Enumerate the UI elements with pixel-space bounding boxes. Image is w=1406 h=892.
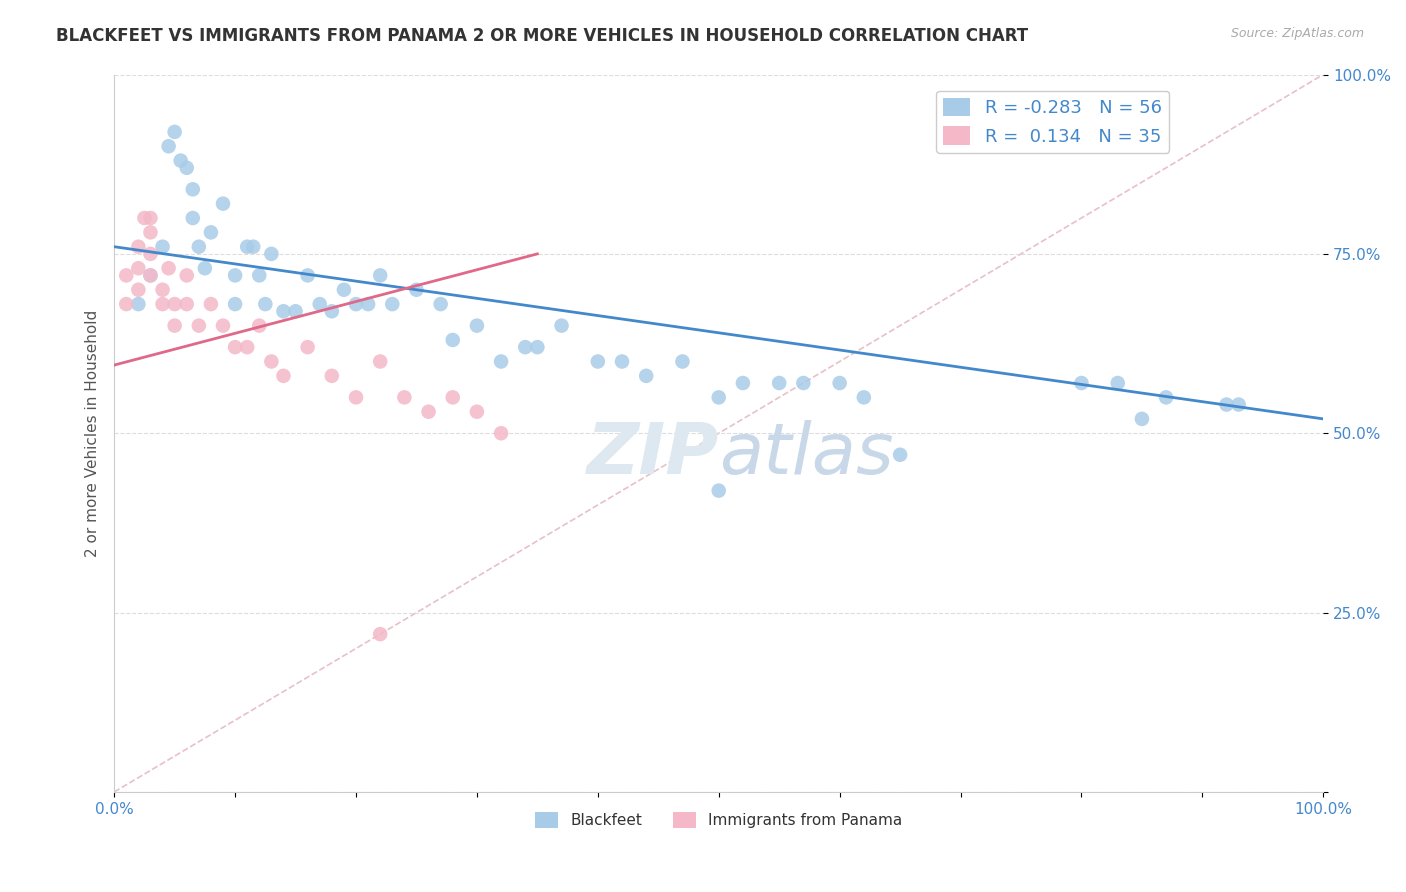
- Point: [707, 390, 730, 404]
- Point: [181, 182, 204, 196]
- Point: [152, 240, 174, 254]
- Point: [368, 268, 391, 283]
- Text: BLACKFEET VS IMMIGRANTS FROM PANAMA 2 OR MORE VEHICLES IN HOUSEHOLD CORRELATION : BLACKFEET VS IMMIGRANTS FROM PANAMA 2 OR…: [56, 27, 1028, 45]
- Point: [489, 426, 512, 441]
- Point: [247, 318, 270, 333]
- Point: [187, 240, 209, 254]
- Point: [1227, 398, 1250, 412]
- Point: [1107, 376, 1129, 390]
- Point: [176, 297, 198, 311]
- Point: [515, 340, 537, 354]
- Point: [852, 390, 875, 404]
- Point: [273, 304, 295, 318]
- Point: [1215, 398, 1237, 412]
- Point: [284, 304, 307, 318]
- Point: [127, 297, 149, 311]
- Point: [254, 297, 277, 311]
- Point: [152, 283, 174, 297]
- Point: [418, 405, 440, 419]
- Point: [163, 125, 186, 139]
- Point: [731, 376, 754, 390]
- Point: [115, 297, 138, 311]
- Point: [394, 390, 416, 404]
- Point: [465, 405, 488, 419]
- Point: [333, 283, 356, 297]
- Point: [526, 340, 548, 354]
- Point: [429, 297, 451, 311]
- Point: [242, 240, 264, 254]
- Point: [157, 261, 180, 276]
- Point: [139, 211, 162, 225]
- Point: [636, 368, 658, 383]
- Legend: Blackfeet, Immigrants from Panama: Blackfeet, Immigrants from Panama: [529, 806, 908, 835]
- Point: [176, 268, 198, 283]
- Point: [212, 196, 235, 211]
- Point: [247, 268, 270, 283]
- Point: [139, 268, 162, 283]
- Point: [163, 297, 186, 311]
- Point: [139, 225, 162, 239]
- Point: [889, 448, 911, 462]
- Point: [1154, 390, 1177, 404]
- Point: [344, 297, 367, 311]
- Y-axis label: 2 or more Vehicles in Household: 2 or more Vehicles in Household: [86, 310, 100, 557]
- Point: [489, 354, 512, 368]
- Point: [139, 247, 162, 261]
- Point: [357, 297, 380, 311]
- Point: [707, 483, 730, 498]
- Text: atlas: atlas: [718, 420, 893, 490]
- Point: [200, 297, 222, 311]
- Point: [441, 390, 464, 404]
- Text: ZIP: ZIP: [586, 420, 718, 490]
- Text: Source: ZipAtlas.com: Source: ZipAtlas.com: [1230, 27, 1364, 40]
- Point: [1130, 412, 1153, 426]
- Point: [139, 268, 162, 283]
- Point: [321, 368, 343, 383]
- Point: [308, 297, 330, 311]
- Point: [260, 247, 283, 261]
- Point: [194, 261, 217, 276]
- Point: [134, 211, 156, 225]
- Point: [381, 297, 404, 311]
- Point: [671, 354, 693, 368]
- Point: [792, 376, 814, 390]
- Point: [176, 161, 198, 175]
- Point: [200, 225, 222, 239]
- Point: [368, 627, 391, 641]
- Point: [405, 283, 427, 297]
- Point: [152, 297, 174, 311]
- Point: [260, 354, 283, 368]
- Point: [610, 354, 633, 368]
- Point: [344, 390, 367, 404]
- Point: [828, 376, 851, 390]
- Point: [297, 268, 319, 283]
- Point: [586, 354, 609, 368]
- Point: [115, 268, 138, 283]
- Point: [224, 268, 246, 283]
- Point: [297, 340, 319, 354]
- Point: [181, 211, 204, 225]
- Point: [163, 318, 186, 333]
- Point: [187, 318, 209, 333]
- Point: [236, 240, 259, 254]
- Point: [127, 240, 149, 254]
- Point: [1070, 376, 1092, 390]
- Point: [170, 153, 193, 168]
- Point: [465, 318, 488, 333]
- Point: [441, 333, 464, 347]
- Point: [368, 354, 391, 368]
- Point: [273, 368, 295, 383]
- Point: [236, 340, 259, 354]
- Point: [127, 283, 149, 297]
- Point: [321, 304, 343, 318]
- Point: [157, 139, 180, 153]
- Point: [212, 318, 235, 333]
- Point: [768, 376, 790, 390]
- Point: [550, 318, 572, 333]
- Point: [224, 340, 246, 354]
- Point: [224, 297, 246, 311]
- Point: [127, 261, 149, 276]
